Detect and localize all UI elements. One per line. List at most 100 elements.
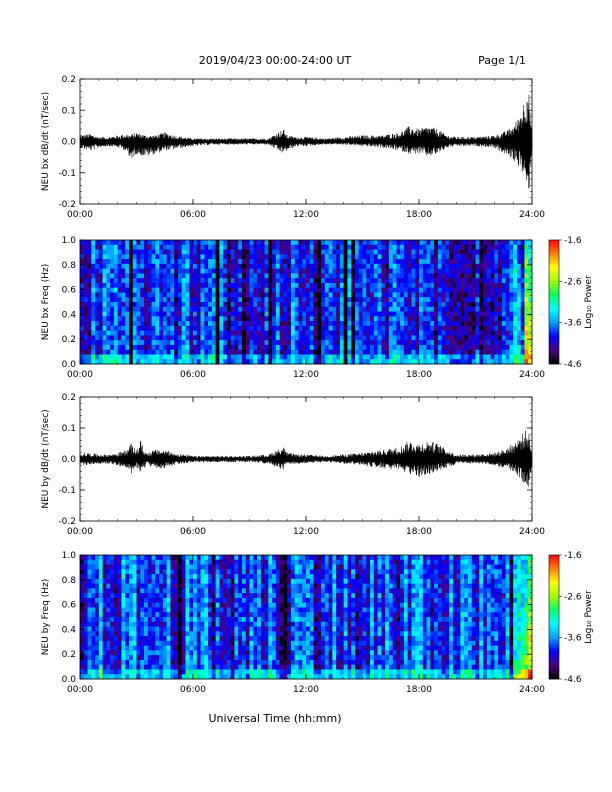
spectrogram-cell (91, 330, 96, 336)
spectrogram-cell (196, 574, 201, 580)
spectrogram-cell (177, 578, 183, 585)
spectrogram-cell (125, 259, 130, 265)
spectrogram-cell (317, 302, 322, 308)
spectrogram-cell (283, 640, 288, 647)
spectrogram-cell (321, 273, 326, 279)
spectrogram-cell (283, 273, 288, 279)
spectrogram-cell (422, 240, 427, 246)
spectrogram-cell (223, 263, 228, 270)
spectrogram-cell (351, 287, 356, 293)
spectrogram-cell (238, 349, 243, 355)
spectrogram-cell (170, 669, 175, 675)
spectrogram-cell (162, 612, 168, 618)
spectrogram-cell (272, 273, 277, 279)
spectrogram-cell (95, 359, 100, 365)
spectrogram-cell (196, 612, 201, 618)
spectrogram-cell (260, 669, 265, 675)
spectrogram-cell (483, 359, 488, 365)
spectrogram-cell (106, 669, 111, 675)
spectrogram-cell (117, 593, 122, 599)
spectrogram-cell (324, 330, 329, 336)
spectrogram-cell (125, 244, 130, 250)
spectrogram-cell (279, 330, 284, 336)
spectrogram-cell (272, 574, 277, 580)
spectrogram-cell (471, 249, 476, 255)
spectrogram-cell (264, 297, 269, 303)
spectrogram-cell (509, 340, 514, 346)
spectrogram-cell (98, 597, 103, 604)
spectrogram-cell (159, 278, 164, 284)
spectrogram-cell (400, 240, 405, 246)
spectrogram-cell (196, 621, 201, 627)
spectrogram-cell (159, 254, 164, 260)
spectrogram-cell (208, 626, 213, 632)
spectrogram-cell (264, 330, 269, 336)
spectrogram-cell (520, 282, 525, 289)
spectrogram-cell (264, 249, 269, 255)
spectrogram-cell (121, 631, 126, 637)
spectrogram-cell (215, 612, 220, 618)
spectrogram-cell (279, 674, 284, 680)
spectrogram-cell (113, 311, 119, 317)
spectrogram-cell (260, 344, 265, 351)
spectrogram-cell (385, 316, 390, 322)
spectrogram-cell (449, 292, 454, 298)
spectrogram-cell (249, 249, 254, 255)
spectrogram-cell (204, 564, 209, 570)
spectrogram-cell (83, 621, 88, 627)
spectrogram-cell (317, 259, 322, 265)
spectrogram-cell (279, 359, 284, 365)
spectrogram-cell (411, 259, 416, 265)
spectrogram-cell (162, 259, 168, 265)
spectrogram-cell (87, 273, 92, 279)
spectrogram-cell (509, 311, 514, 317)
spectrogram-cell (373, 321, 378, 327)
spectrogram-cell (159, 621, 164, 627)
spectrogram-cell (321, 344, 326, 351)
spectrogram-cell (317, 321, 322, 327)
spectrogram-cell (181, 311, 186, 317)
spectrogram-cell (298, 282, 303, 289)
spectrogram-cell (162, 302, 168, 308)
spectrogram-cell (268, 612, 273, 618)
spectrogram-cell (287, 259, 292, 265)
spectrogram-cell (268, 583, 273, 589)
spectrogram-cell (121, 306, 126, 312)
spectrogram-cell (162, 244, 168, 250)
spectrogram-cell (249, 344, 254, 351)
spectrogram-cell (358, 321, 363, 327)
spectrogram-cell (91, 311, 96, 317)
spectrogram-cell (193, 268, 198, 274)
spectrogram-cell (211, 674, 216, 680)
spectrogram-cell (441, 287, 446, 293)
spectrogram-cell (467, 249, 473, 255)
spectrogram-cell (313, 282, 318, 289)
spectrogram-cell (211, 249, 216, 255)
colorbar-tick-label: -2.6 (564, 277, 582, 287)
spectrogram-cell (211, 297, 216, 303)
spectrogram-cell (226, 574, 232, 580)
spectrogram-cell (479, 349, 484, 355)
spectrogram-cell (460, 302, 465, 308)
spectrogram-cell (177, 559, 183, 565)
spectrogram-cell (415, 297, 420, 303)
spectrogram-cell (87, 349, 92, 355)
spectrogram-cell (358, 249, 363, 255)
spectrogram-cell (91, 655, 96, 661)
spectrogram-cell (185, 244, 190, 250)
spectrogram-cell (343, 359, 348, 365)
spectrogram-cell (245, 344, 250, 351)
spectrogram-cell (170, 302, 175, 308)
spectrogram-cell (253, 359, 258, 365)
spectrogram-cell (162, 354, 168, 360)
spectrogram-cell (516, 282, 522, 289)
spectrogram-cell (128, 268, 134, 274)
spectrogram-cell (479, 306, 484, 312)
spectrogram-cell (279, 340, 284, 346)
spectrogram-cell (223, 578, 228, 585)
spectrogram-cell (106, 287, 111, 293)
spectrogram-cell (264, 588, 269, 594)
spectrogram-cell (422, 287, 427, 293)
spectrogram-cell (354, 321, 360, 327)
spectrogram-cell (208, 664, 213, 670)
